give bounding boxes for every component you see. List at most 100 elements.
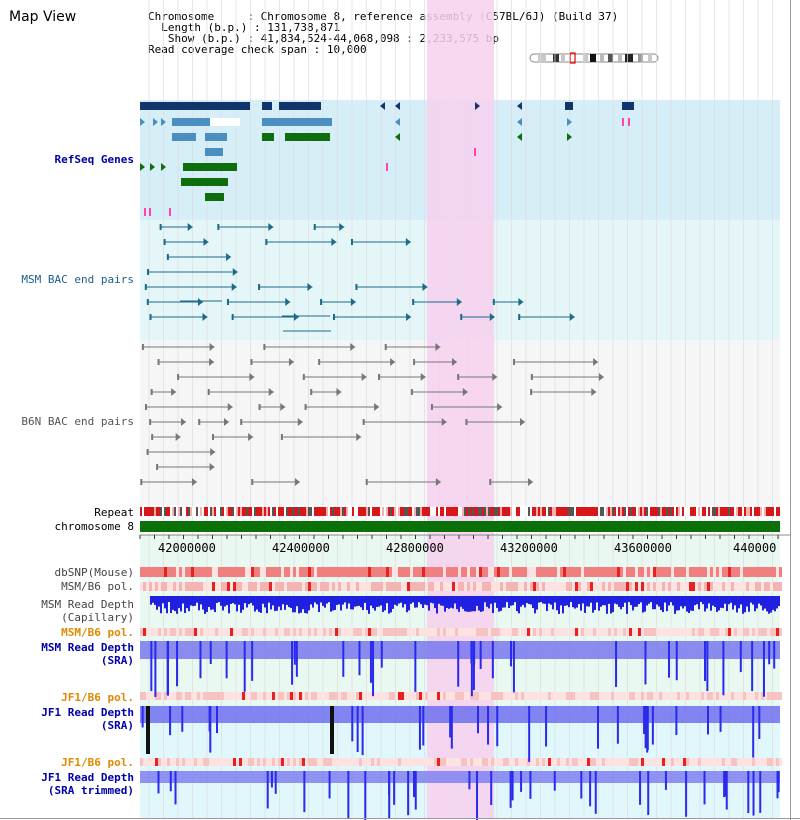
gene-feature [181, 178, 228, 186]
depth-bar [318, 596, 320, 612]
depth-bar [166, 596, 168, 614]
depth-bar [748, 596, 750, 612]
pol-cell [428, 582, 431, 591]
dbsnp-cell [491, 567, 494, 577]
pol-cell [284, 692, 287, 700]
pol-cell [506, 758, 509, 766]
chromosome-bar [140, 521, 780, 532]
track-label-msm-depth-sra-2: (SRA) [100, 654, 134, 667]
depth-bar [156, 596, 158, 610]
depth-spike [479, 641, 482, 670]
pol-cell [182, 758, 185, 766]
pol-cell [536, 692, 539, 700]
pol-cell [584, 692, 587, 700]
pol-cell [320, 628, 323, 636]
chromosome-ideogram[interactable] [528, 52, 660, 64]
pol-cell [452, 582, 455, 591]
pol-cell [392, 692, 395, 700]
dbsnp-cell [179, 567, 182, 577]
track-label-jf1-depth-trimmed-1: JF1 Read Depth [41, 771, 134, 784]
pol-cell [284, 582, 287, 591]
depth-bar [210, 596, 212, 610]
dbsnp-cell [602, 567, 605, 577]
dbsnp-cell [302, 567, 305, 577]
depth-bar [188, 596, 190, 612]
depth-bar [706, 596, 708, 609]
pol-cell [338, 758, 341, 766]
pol-cell [545, 758, 548, 766]
pol-cell [731, 582, 734, 591]
dbsnp-cell [728, 567, 731, 577]
pol-cell [143, 758, 146, 766]
pol-cell [548, 628, 551, 636]
pol-cell [578, 692, 581, 700]
pol-cell [737, 628, 740, 636]
pol-cell [653, 582, 656, 591]
pol-cell [686, 582, 689, 591]
pol-cell [185, 582, 188, 591]
dbsnp-cell [617, 567, 620, 577]
pol-cell [677, 628, 680, 636]
pol-cell [644, 582, 647, 591]
depth-bar [716, 596, 718, 612]
pol-cell [239, 628, 242, 636]
pol-cell [473, 758, 476, 766]
depth-bar [520, 596, 522, 607]
depth-bar [340, 596, 342, 611]
dbsnp-cell [467, 567, 470, 577]
depth-bar [478, 596, 480, 611]
pol-cell [197, 628, 200, 636]
track-label-jf1-depth-trimmed-2: (SRA trimmed) [47, 784, 134, 797]
pol-cell [734, 582, 737, 591]
pol-cell [386, 628, 389, 636]
pol-cell [233, 582, 236, 591]
pol-cell [158, 758, 161, 766]
pol-cell [749, 628, 752, 636]
depth-bar [408, 596, 410, 611]
pol-cell [212, 582, 215, 591]
depth-spike [704, 641, 707, 681]
depth-bar [626, 596, 628, 614]
pol-cell [602, 758, 605, 766]
dbsnp-cell [293, 567, 296, 577]
depth-spike [589, 771, 592, 807]
depth-bar [278, 596, 280, 607]
pol-cell [392, 628, 395, 636]
dbsnp-cell [365, 567, 368, 577]
track-label-repeat: Repeat [94, 506, 134, 519]
pol-cell [308, 758, 311, 766]
pol-cell [188, 758, 191, 766]
pol-cell [542, 758, 545, 766]
gene-arrow [395, 102, 400, 110]
pol-cell [443, 582, 446, 591]
depth-bar [326, 596, 328, 604]
pol-cell [449, 758, 452, 766]
pol-cell [176, 758, 179, 766]
dbsnp-cell [554, 567, 557, 577]
depth-bar [414, 596, 416, 608]
depth-bar [494, 596, 496, 603]
pol-cell [650, 582, 653, 591]
pol-cell [539, 628, 542, 636]
dbsnp-cell [584, 567, 587, 577]
depth-bar [446, 596, 448, 608]
depth-bar [322, 596, 324, 606]
gene-feature [172, 118, 210, 126]
depth-spike [157, 771, 160, 794]
pol-cell [227, 692, 230, 700]
info-span-value: 10,000 [326, 43, 367, 56]
pol-cell [242, 582, 245, 591]
depth-bar [476, 596, 478, 606]
depth-bar [758, 596, 760, 604]
pol-cell [290, 628, 293, 636]
dbsnp-cell [464, 567, 467, 577]
pol-cell [422, 582, 425, 591]
pol-cell [749, 582, 752, 591]
pol-cell [536, 628, 539, 636]
pol-cell [728, 582, 731, 591]
pol-cell [209, 628, 212, 636]
pol-cell [497, 692, 500, 700]
pol-cell [614, 628, 617, 636]
depth-bar [770, 596, 772, 613]
